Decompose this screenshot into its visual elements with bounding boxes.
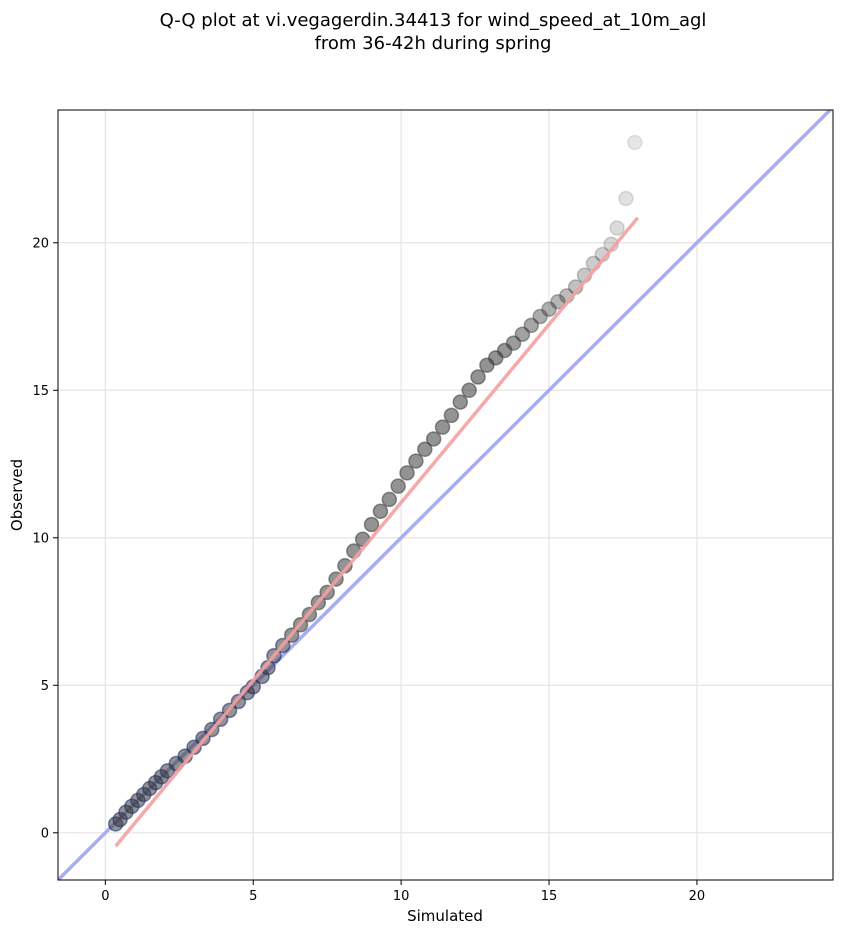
y-tick-label: 20 — [32, 236, 49, 251]
qq-point — [532, 308, 548, 325]
qq-point — [627, 134, 643, 151]
x-tick-label: 5 — [249, 889, 257, 904]
qq-point — [609, 220, 625, 236]
qq-point — [408, 453, 424, 469]
qq-point — [381, 491, 398, 508]
qq-point — [363, 516, 380, 533]
y-tick-label: 15 — [32, 384, 49, 399]
qq-point — [618, 190, 634, 207]
y-tick-label: 5 — [41, 679, 49, 694]
fit-line — [114, 216, 640, 848]
qq-point — [425, 431, 442, 447]
qq-point — [541, 301, 557, 317]
qq-point — [443, 407, 460, 424]
qq-point — [417, 441, 433, 458]
qq-point — [372, 503, 389, 519]
points-layer — [107, 134, 643, 832]
qq-point — [470, 369, 486, 385]
qq-point — [452, 394, 469, 410]
chart-title-line-1: Q-Q plot at vi.vegagerdin.34413 for wind… — [160, 10, 707, 31]
qq-point — [523, 317, 540, 334]
x-tick-label: 20 — [689, 889, 706, 904]
y-axis-label: Observed — [8, 459, 26, 531]
qq-point — [399, 465, 415, 481]
qq-point — [390, 478, 406, 494]
x-axis-ticks: 0 5 10 15 20 — [101, 880, 705, 904]
grid — [58, 110, 833, 880]
x-tick-label: 10 — [393, 889, 410, 904]
qq-point — [461, 382, 477, 399]
fit-line-layer — [114, 216, 640, 848]
x-axis-label: Simulated — [407, 907, 483, 925]
plot-frame — [57, 109, 834, 881]
x-tick-label: 15 — [541, 889, 558, 904]
qq-point — [514, 326, 531, 342]
y-tick-label: 0 — [41, 826, 49, 841]
qq-point — [550, 294, 566, 310]
chart-title-line-2: from 36-42h during spring — [315, 33, 552, 54]
y-axis-ticks: 0 5 10 15 20 — [32, 236, 58, 841]
x-tick-label: 0 — [101, 889, 109, 904]
qq-point — [434, 419, 451, 435]
qq-point — [505, 335, 522, 351]
y-tick-label: 10 — [32, 531, 49, 546]
